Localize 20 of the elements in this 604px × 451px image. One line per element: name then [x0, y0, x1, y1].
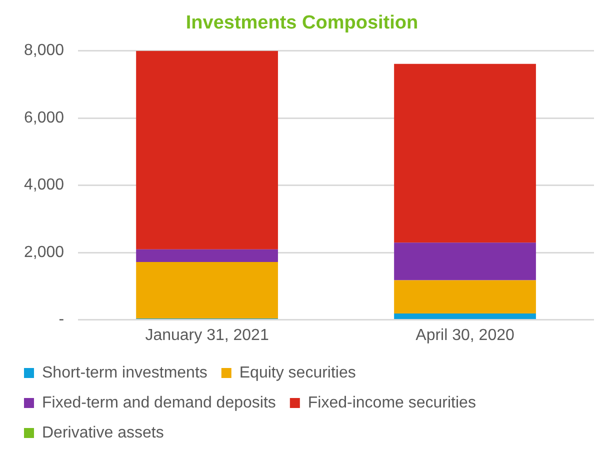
legend-label: Short-term investments: [42, 364, 208, 382]
bar: [394, 64, 536, 243]
y-tick-label: 6,000: [24, 109, 64, 126]
y-tick-label: -: [58, 311, 64, 328]
legend-label: Fixed-term and demand deposits: [42, 394, 276, 412]
bar: [394, 280, 536, 314]
x-tick-label: January 31, 2021: [145, 326, 269, 344]
bar: [136, 50, 278, 250]
bar: [136, 249, 278, 262]
legend-label: Equity securities: [239, 364, 356, 382]
legend-label: Fixed-income securities: [308, 394, 476, 412]
chart-title: Investments Composition: [186, 12, 418, 34]
bar: [394, 314, 536, 320]
legend-label: Derivative assets: [42, 424, 164, 442]
bar: [136, 262, 278, 318]
x-tick-label: April 30, 2020: [416, 326, 514, 344]
y-tick-label: 4,000: [24, 176, 64, 194]
bar: [394, 242, 536, 280]
y-tick-label: 2,000: [24, 244, 64, 261]
y-tick-label: 8,000: [24, 42, 64, 60]
